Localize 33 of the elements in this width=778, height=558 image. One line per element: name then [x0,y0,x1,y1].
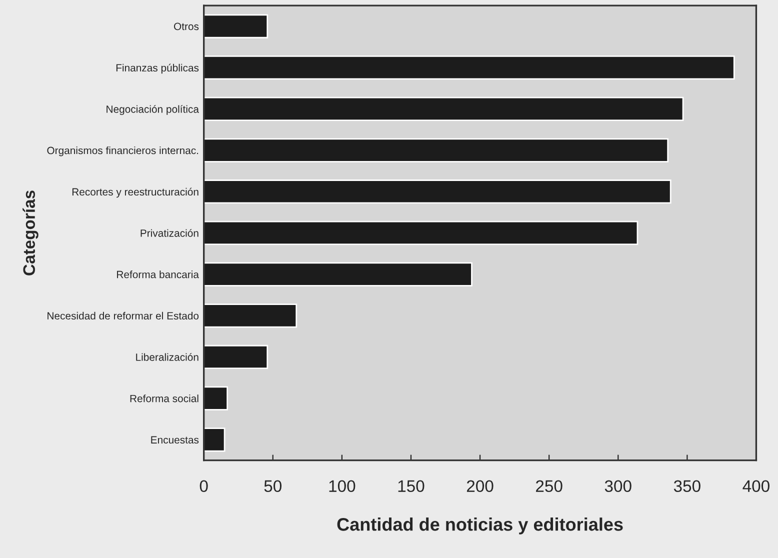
x-tick-label: 250 [536,480,562,492]
x-tick-label: 200 [466,480,494,492]
bar [204,14,268,38]
y-tick-label: Negociación política [106,105,199,115]
bar [204,344,268,370]
y-tick-label: Necesidad de reformar el Estado [48,312,199,320]
x-tick-label: 150 [398,480,424,492]
x-tick-label: 50 [264,480,282,492]
y-tick-label: Otros [174,22,199,30]
y-tick-label: Reforma bancaria [117,270,199,278]
x-tick-label: 350 [674,480,700,492]
bar [204,386,228,410]
bar [204,304,298,328]
y-tick-label: Privatización [140,229,198,237]
y-tick-label: Reforma social [130,394,198,402]
bar [204,180,672,204]
y-tick-label: Organismos financieros internac. [47,146,198,156]
bar [204,56,735,80]
bar [204,428,226,452]
x-tick-label: 400 [742,480,770,492]
x-tick-label: 100 [329,480,356,492]
y-tick-label: Recortes y reestructuración [72,188,198,198]
bar [204,96,684,121]
bar [204,220,638,246]
y-tick-label: Finanzas públicas [116,64,199,74]
x-tick-label: 300 [604,480,632,492]
y-axis-title: Categorías [22,190,38,276]
y-tick-label: Encuestas [151,436,199,444]
y-tick-label: Liberalización [136,353,198,361]
x-tick-label: 0 [200,480,208,492]
x-axis-title: Cantidad de noticias y editoriales [337,518,623,534]
bar [204,262,472,286]
bar [204,138,669,162]
